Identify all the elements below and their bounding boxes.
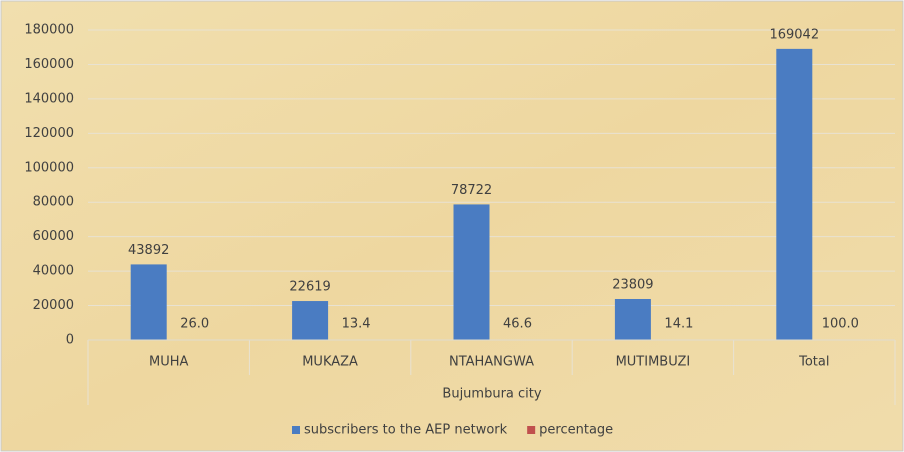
data-label: 23809 (612, 277, 653, 292)
bar (776, 48, 813, 341)
bar (614, 298, 651, 340)
y-tick-label: 60000 (33, 229, 74, 244)
x-tick-label: MUHA (149, 355, 189, 370)
x-axis-label: Bujumbura city (442, 387, 541, 402)
legend-label: percentage (539, 423, 613, 438)
y-tick-label: 80000 (33, 195, 74, 210)
x-tick-label: NTAHANGWA (449, 355, 534, 370)
bar (453, 204, 490, 340)
y-tick-label: 120000 (24, 126, 74, 141)
y-tick-label: 180000 (24, 23, 74, 38)
bar (130, 264, 167, 340)
y-tick-label: 20000 (33, 298, 74, 313)
x-tick-label: MUKAZA (302, 355, 358, 370)
bar (292, 301, 329, 340)
data-label: 43892 (128, 243, 169, 258)
legend-label: subscribers to the AEP network (304, 423, 508, 438)
legend-swatch (292, 426, 300, 434)
x-tick-label: MUTIMBUZI (616, 355, 691, 370)
y-tick-label: 0 (66, 333, 74, 348)
data-label: 100.0 (822, 316, 859, 331)
x-tick-label: Total (798, 355, 829, 370)
y-tick-label: 40000 (33, 264, 74, 279)
y-tick-label: 160000 (24, 57, 74, 72)
data-label: 78722 (451, 183, 492, 198)
data-label: 13.4 (342, 316, 371, 331)
y-tick-label: 100000 (24, 160, 74, 175)
legend-swatch (527, 426, 536, 434)
data-label: 22619 (289, 280, 330, 295)
data-label: 46.6 (503, 316, 532, 331)
data-label: 169042 (769, 27, 819, 42)
data-label: 26.0 (180, 316, 209, 331)
data-label: 14.1 (664, 316, 693, 331)
y-tick-label: 140000 (24, 91, 74, 106)
